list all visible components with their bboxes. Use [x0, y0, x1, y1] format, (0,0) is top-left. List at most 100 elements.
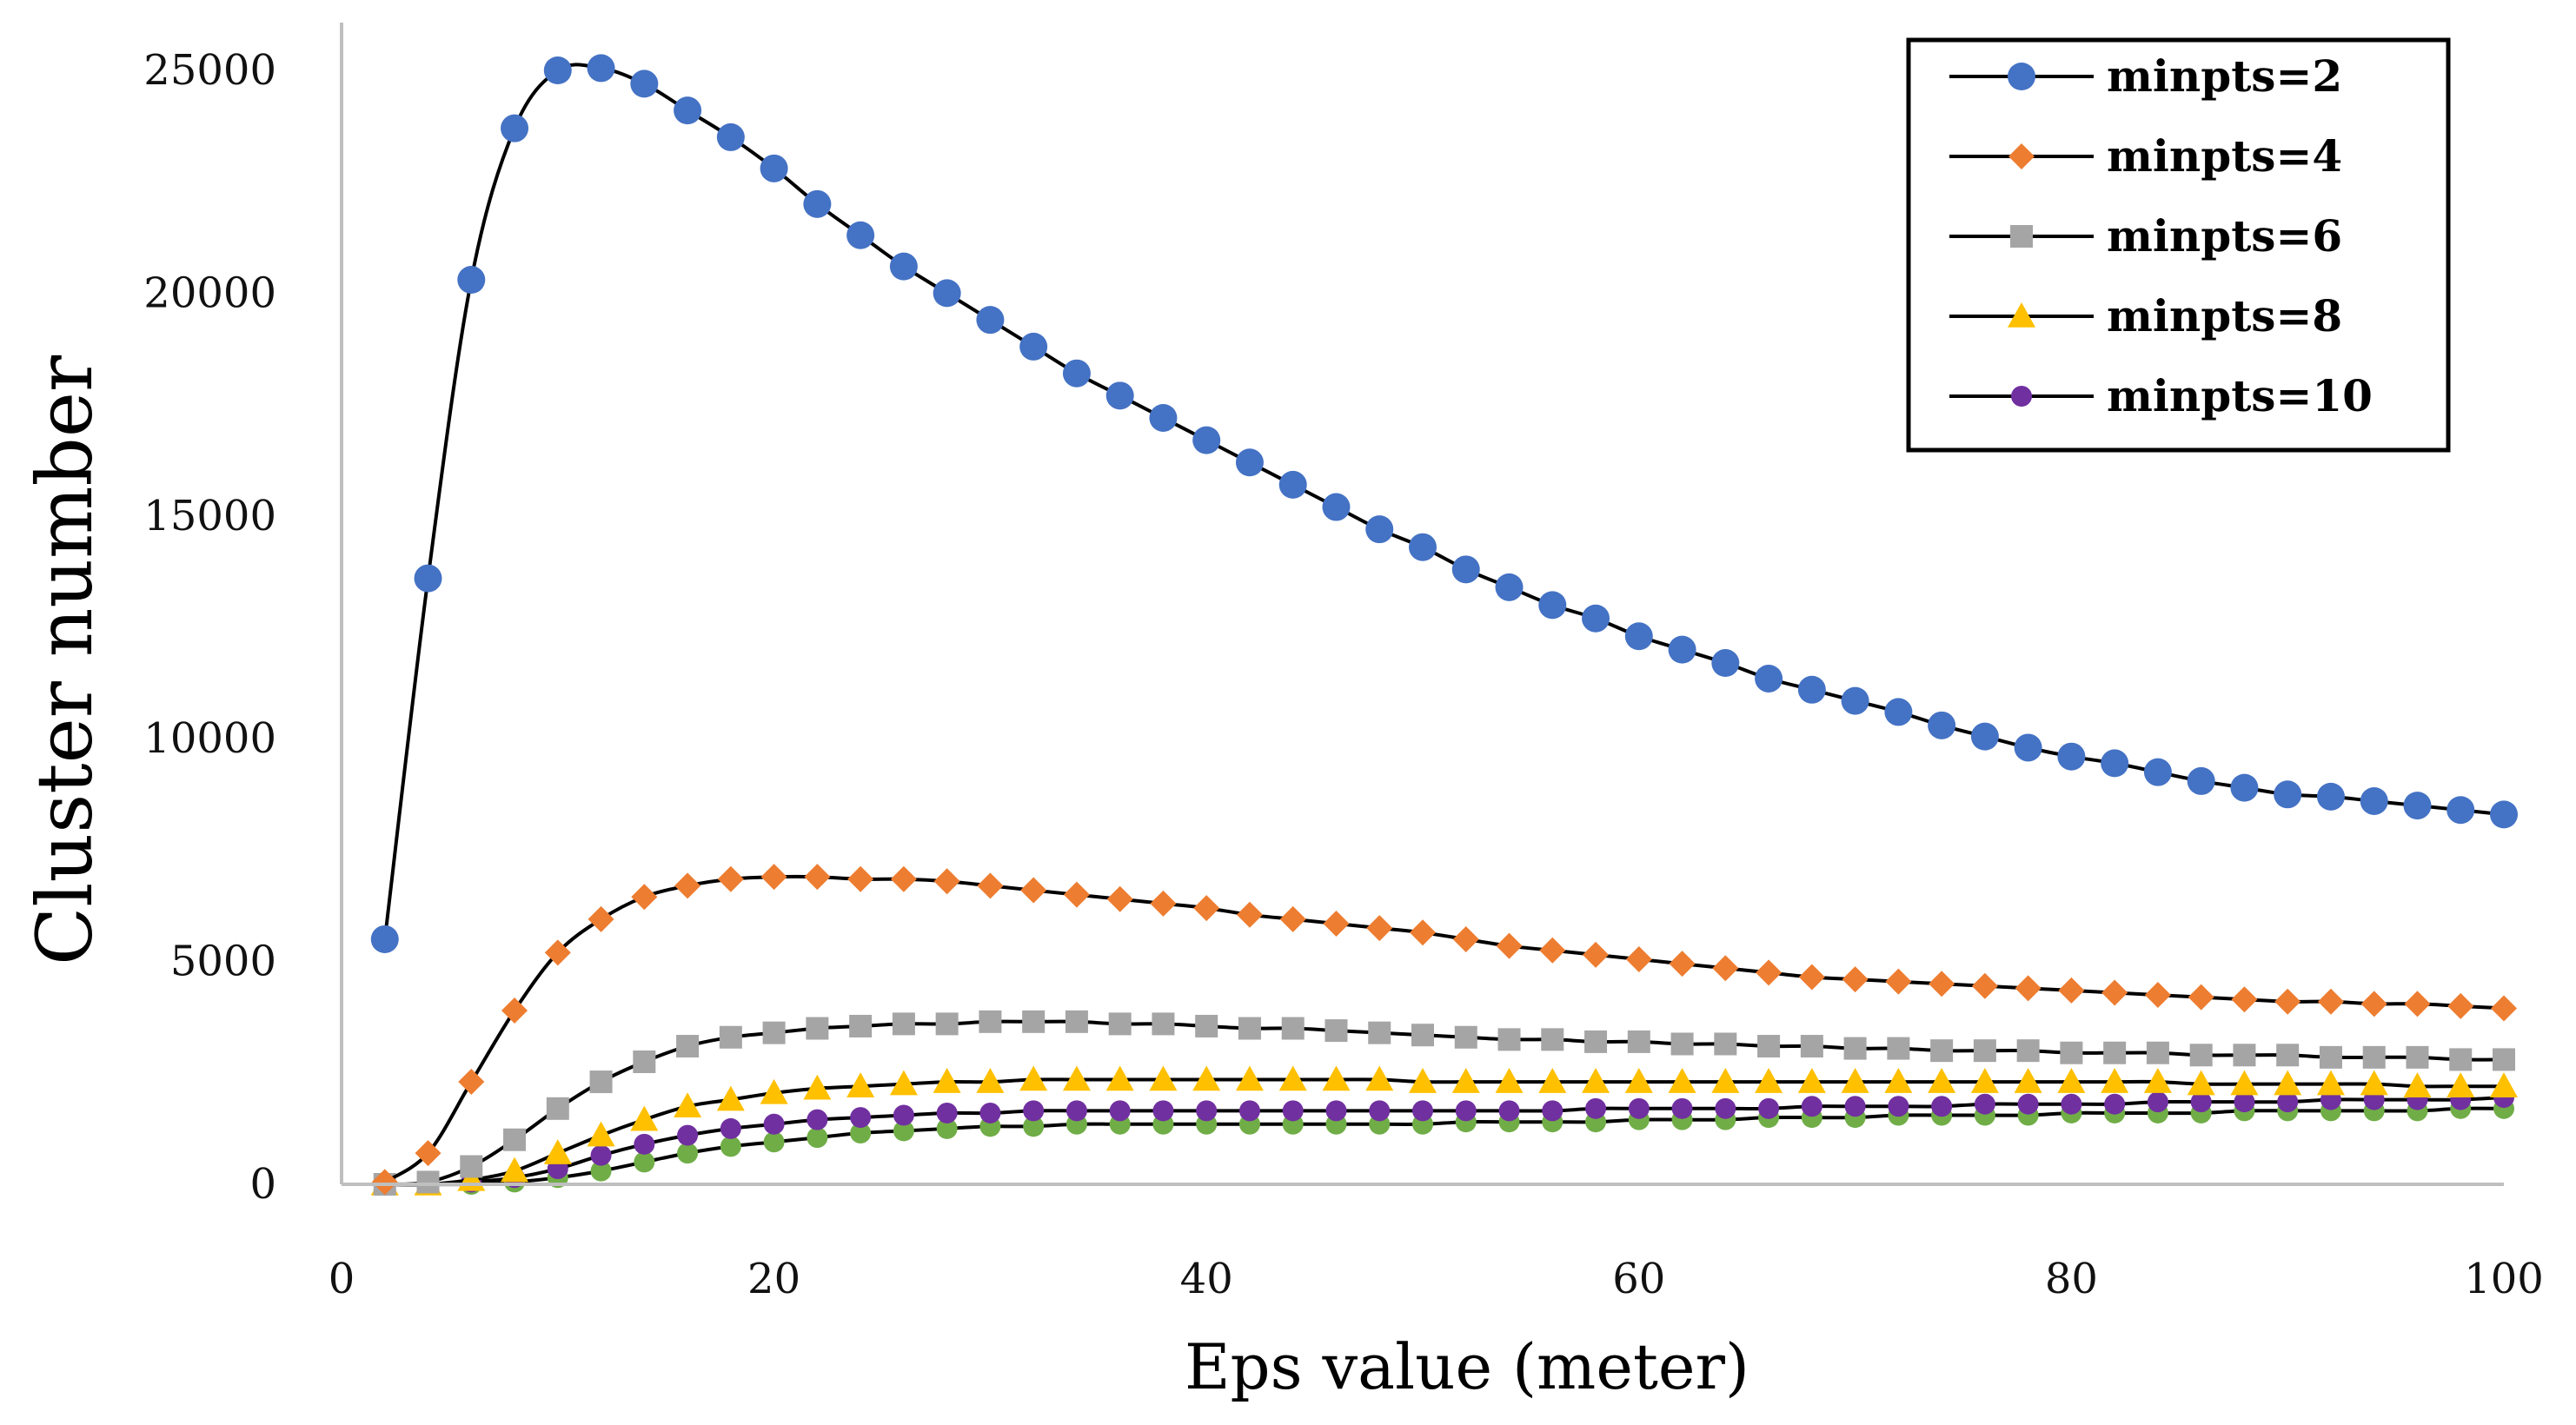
data-point: [893, 1104, 914, 1126]
data-point: [1497, 1028, 1521, 1051]
data-point: [1235, 448, 1264, 477]
data-point: [2058, 977, 2085, 1004]
data-point: [415, 1140, 442, 1167]
data-point: [1322, 1065, 1351, 1091]
data-point: [1711, 649, 1740, 678]
data-point: [892, 1012, 915, 1036]
data-point: [1451, 555, 1480, 584]
plot-area: [370, 54, 2518, 1196]
data-point: [847, 865, 874, 892]
data-point: [1063, 881, 1090, 908]
data-point: [2146, 1041, 2169, 1064]
data-point: [2230, 773, 2259, 802]
data-point: [1624, 1068, 1653, 1093]
data-point: [846, 221, 875, 249]
data-point: [1366, 915, 1393, 942]
y-tick-label: 0: [249, 1160, 276, 1209]
data-point: [760, 1078, 788, 1104]
y-tick-label: 25000: [143, 46, 276, 95]
data-point: [716, 1085, 745, 1111]
data-point: [587, 1121, 615, 1147]
data-point: [1409, 1068, 1437, 1093]
data-point: [674, 96, 702, 125]
data-point: [2233, 1044, 2256, 1067]
data-point: [1109, 1100, 1131, 1122]
data-point: [1282, 1100, 1304, 1122]
legend-item: minpts=6: [1949, 210, 2342, 262]
data-point: [1325, 1019, 1348, 1043]
data-point: [850, 1123, 872, 1144]
series-line: [384, 1096, 2505, 1187]
data-point: [2143, 1068, 2172, 1093]
data-point: [1365, 515, 1394, 544]
data-point: [2104, 1093, 2126, 1115]
data-point: [2403, 792, 2432, 820]
data-point: [2317, 988, 2344, 1015]
data-point: [1455, 1100, 1477, 1122]
data-point: [1066, 1100, 1087, 1122]
data-point: [1841, 1068, 1869, 1093]
data-point: [2057, 742, 2086, 771]
data-point: [2404, 991, 2431, 1017]
data-point: [936, 1117, 958, 1139]
data-point: [717, 865, 744, 892]
data-point: [806, 1017, 829, 1040]
data-point: [933, 1068, 961, 1093]
data-point: [2014, 1068, 2042, 1093]
data-point: [2360, 1070, 2388, 1096]
data-point: [1196, 1100, 1218, 1122]
legend-marker: [2008, 63, 2035, 90]
data-point: [1668, 1068, 1696, 1093]
data-point: [633, 1050, 656, 1073]
data-point: [2057, 1068, 2086, 1093]
data-point: [2230, 1070, 2259, 1096]
data-point: [1538, 1068, 1567, 1093]
y-tick-label: 10000: [143, 714, 276, 763]
data-point: [1541, 1028, 1564, 1051]
data-point: [1195, 1014, 1218, 1037]
data-point: [716, 123, 745, 151]
data-point: [2406, 1045, 2429, 1069]
data-point: [1931, 1096, 1953, 1117]
legend-marker: [2008, 143, 2035, 169]
data-point: [1150, 890, 1177, 917]
data-point: [807, 1109, 828, 1130]
data-point: [1757, 1035, 1781, 1058]
data-point: [1669, 951, 1696, 978]
data-point: [416, 1170, 440, 1194]
x-axis-title: Eps value (meter): [1185, 1330, 1749, 1403]
y-axis-title: Cluster number: [20, 355, 110, 965]
data-point: [2103, 1041, 2127, 1064]
data-point: [1452, 925, 1479, 952]
data-point: [1236, 901, 1263, 928]
data-point: [1281, 1017, 1305, 1040]
data-point: [2017, 1093, 2039, 1115]
data-point: [1711, 1068, 1740, 1093]
data-point: [1454, 1025, 1477, 1049]
data-point: [1671, 1097, 1693, 1119]
data-point: [1496, 932, 1523, 959]
data-point: [1369, 1100, 1391, 1122]
data-point: [1584, 1030, 1608, 1053]
data-point: [1193, 895, 1220, 922]
data-point: [1323, 911, 1350, 938]
data-point: [1498, 1100, 1520, 1122]
data-point: [1755, 664, 1783, 693]
data-point: [979, 1010, 1002, 1033]
data-point: [976, 306, 1005, 335]
data-point: [846, 1072, 875, 1097]
data-point: [890, 865, 917, 892]
data-point: [501, 1157, 529, 1183]
data-point: [1108, 1012, 1132, 1036]
data-point: [1278, 1065, 1307, 1091]
data-point: [1585, 1097, 1607, 1119]
data-point: [2190, 1091, 2212, 1113]
data-point: [763, 1113, 785, 1135]
data-point: [1368, 1021, 1391, 1044]
data-point: [1582, 604, 1610, 633]
data-point: [1624, 622, 1653, 651]
data-point: [457, 266, 486, 295]
data-point: [1495, 573, 1524, 601]
data-point: [763, 1131, 785, 1153]
data-point: [1022, 1010, 1046, 1033]
